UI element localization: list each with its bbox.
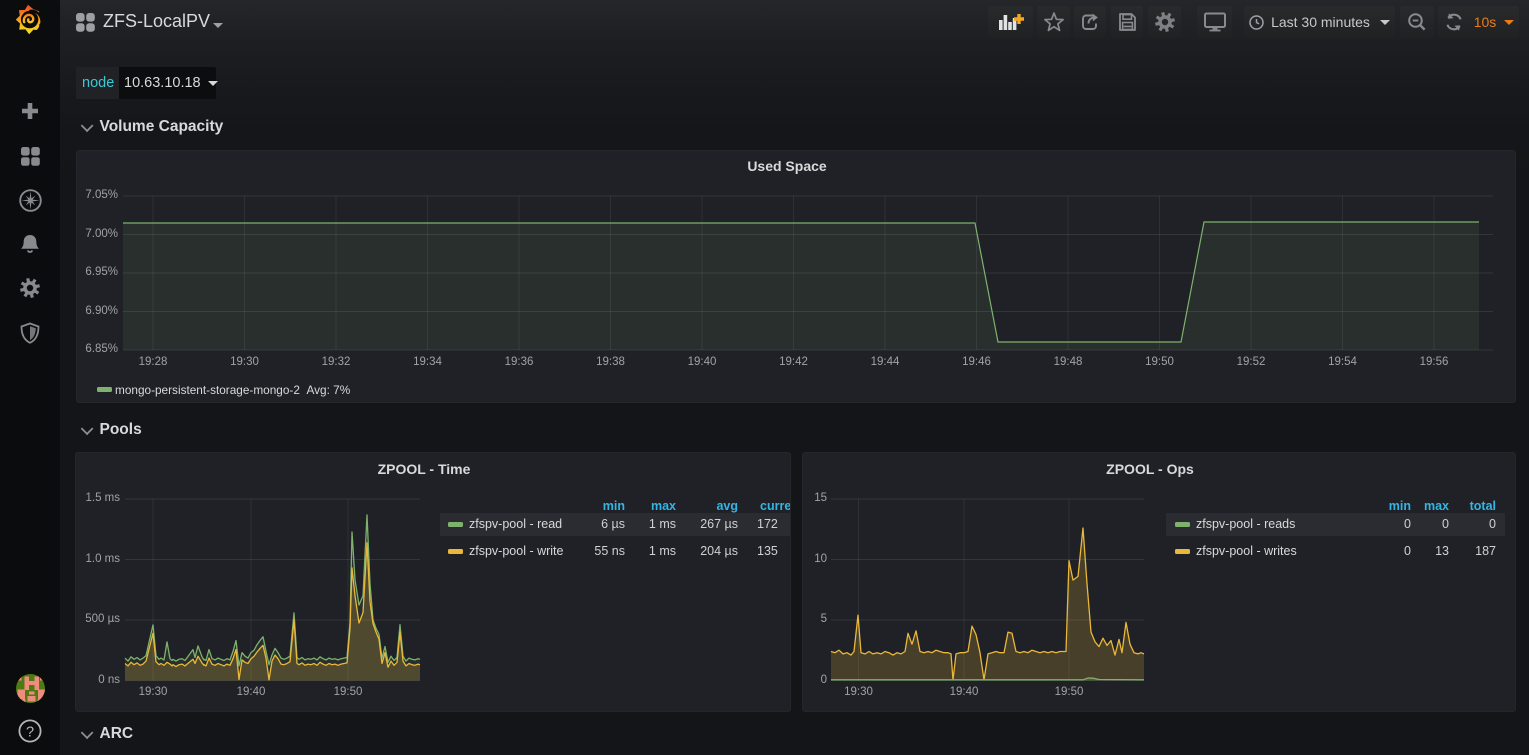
svg-text:?: ?	[26, 724, 34, 740]
